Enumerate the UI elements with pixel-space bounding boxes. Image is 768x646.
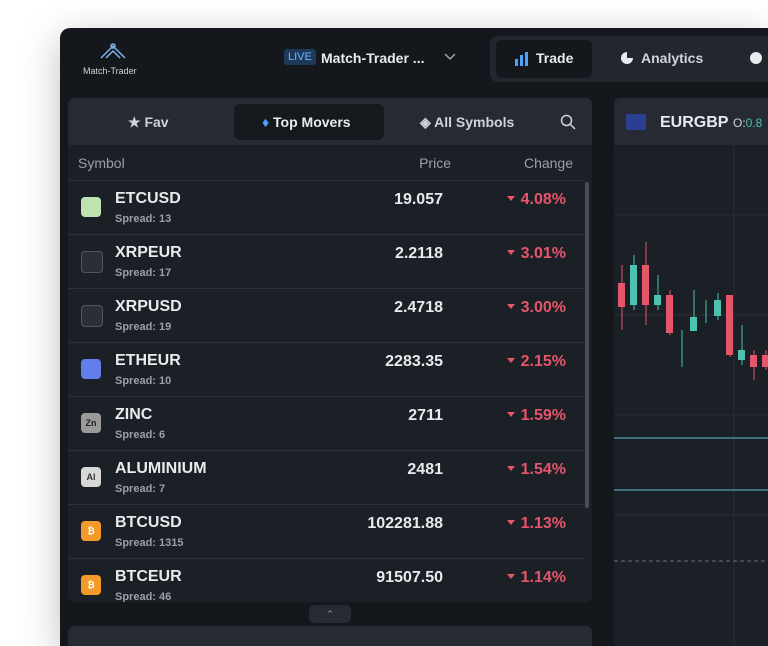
- symbol-icon: [81, 305, 103, 327]
- live-badge: LIVE: [284, 49, 316, 65]
- column-header: Price: [419, 155, 451, 171]
- symbol-icon: ₿: [81, 575, 101, 595]
- search-icon[interactable]: [560, 114, 576, 130]
- column-header: Symbol: [78, 155, 125, 171]
- tab-label: Fav: [144, 114, 169, 130]
- symbol-icon: [81, 251, 103, 273]
- change: 1.14%: [507, 569, 566, 587]
- logo-text: Match-Trader: [83, 66, 137, 76]
- spread: Spread: 1315: [115, 537, 184, 549]
- change: 4.08%: [507, 191, 566, 209]
- flag-icon: [626, 114, 646, 130]
- expand-button[interactable]: ⌃: [309, 605, 351, 623]
- logo-icon: [100, 43, 126, 59]
- analytics-icon: [621, 51, 634, 64]
- symbol-row[interactable]: ETCUSD Spread: 13 19.057 4.08%: [68, 180, 584, 235]
- symbol-icon: Zn: [81, 413, 101, 433]
- symbol-icon: [81, 359, 101, 379]
- spread: Spread: 17: [115, 267, 172, 279]
- price: 91507.50: [376, 569, 443, 586]
- scrollbar[interactable]: [585, 182, 589, 508]
- symbol-row[interactable]: XRPUSD Spread: 19 2.4718 3.00%: [68, 288, 584, 343]
- spread: Spread: 13: [115, 213, 172, 225]
- tab-label: Top Movers: [273, 114, 351, 130]
- price: 2.2118: [394, 245, 443, 262]
- change: 2.15%: [507, 353, 566, 371]
- nav-trade[interactable]: Trade: [536, 50, 574, 66]
- spread: Spread: 19: [115, 321, 172, 333]
- open-value: 0.8: [745, 116, 763, 130]
- spread: Spread: 6: [115, 429, 166, 441]
- symbol-row[interactable]: ₿ BTCUSD Spread: 1315 102281.88 1.13%: [68, 504, 584, 559]
- spread: Spread: 46: [115, 591, 172, 602]
- price: 19.057: [394, 191, 443, 208]
- symbol-name: ALUMINIUM: [115, 460, 207, 477]
- trade-icon: [515, 52, 528, 66]
- price: 2.4718: [394, 299, 443, 316]
- symbol-name: ETHEUR: [115, 352, 181, 369]
- symbol-name: BTCUSD: [115, 514, 182, 531]
- bottom-panel: [68, 626, 592, 646]
- symbol-name: ETCUSD: [115, 190, 181, 207]
- ohlc: O:0.8: [733, 116, 762, 130]
- symbol-row[interactable]: Zn ZINC Spread: 6 2711 1.59%: [68, 396, 584, 451]
- symbol-icon: [81, 197, 101, 217]
- nav-active[interactable]: [496, 40, 592, 78]
- symbol-row[interactable]: XRPEUR Spread: 17 2.2118 3.01%: [68, 234, 584, 289]
- price: 102281.88: [367, 515, 443, 532]
- tab-all-symbols[interactable]: ◈ All Symbols: [420, 114, 515, 130]
- spread: Spread: 7: [115, 483, 166, 495]
- chart-symbol: EURGBP: [660, 114, 729, 131]
- change: 3.00%: [507, 299, 566, 317]
- tab-fav[interactable]: ★ Fav: [128, 114, 169, 130]
- open-label: O:: [733, 116, 746, 130]
- price: 2711: [408, 407, 443, 424]
- symbol-name: BTCEUR: [115, 568, 182, 585]
- change: 1.59%: [507, 407, 566, 425]
- account-name[interactable]: Match-Trader ...: [321, 50, 425, 66]
- change: 3.01%: [507, 245, 566, 263]
- spread: Spread: 10: [115, 375, 172, 387]
- chart-panel: EURGBP O:0.8: [614, 98, 768, 646]
- price: 2283.35: [385, 353, 443, 370]
- row-list: ETCUSD Spread: 13 19.057 4.08% XRPEUR Spread:…: [68, 180, 592, 602]
- nav-icon[interactable]: [749, 51, 763, 65]
- symbol-name: XRPEUR: [115, 244, 182, 261]
- symbol-name: ZINC: [115, 406, 153, 423]
- dropdown-icon[interactable]: [444, 53, 456, 61]
- candles: [614, 145, 768, 646]
- tab-top-movers[interactable]: ♦ Top Movers: [262, 114, 351, 130]
- app-window: Match-Trader LIVE Match-Trader ... Trade…: [60, 28, 768, 646]
- symbol-icon: ₿: [81, 521, 101, 541]
- symbol-row[interactable]: Al ALUMINIUM Spread: 7 2481 1.54%: [68, 450, 584, 505]
- symbol-name: XRPUSD: [115, 298, 182, 315]
- symbol-icon: Al: [81, 467, 101, 487]
- column-header: Change: [523, 155, 573, 171]
- tab-active[interactable]: [234, 104, 384, 140]
- change: 1.13%: [507, 515, 566, 533]
- nav-analytics[interactable]: Analytics: [641, 50, 704, 66]
- watchlist-panel: ★ Fav ♦ Top Movers ◈ All Symbols Symbol …: [68, 98, 592, 602]
- symbol-row[interactable]: ₿ BTCEUR Spread: 46 91507.50 1.14%: [68, 558, 584, 602]
- price: 2481: [407, 461, 443, 478]
- tab-label: All Symbols: [434, 114, 515, 130]
- change: 1.54%: [507, 461, 566, 479]
- symbol-row[interactable]: ETHEUR Spread: 10 2283.35 2.15%: [68, 342, 584, 397]
